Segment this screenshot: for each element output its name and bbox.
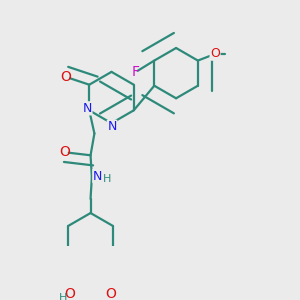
Text: O: O: [210, 47, 220, 60]
Text: O: O: [59, 145, 70, 159]
Text: O: O: [106, 287, 116, 300]
Text: N: N: [107, 120, 117, 133]
Text: O: O: [60, 70, 71, 84]
Text: H: H: [59, 293, 67, 300]
Text: F: F: [132, 65, 140, 79]
Text: N: N: [93, 169, 102, 183]
Text: H: H: [103, 174, 111, 184]
Text: N: N: [82, 102, 92, 115]
Text: O: O: [64, 287, 75, 300]
